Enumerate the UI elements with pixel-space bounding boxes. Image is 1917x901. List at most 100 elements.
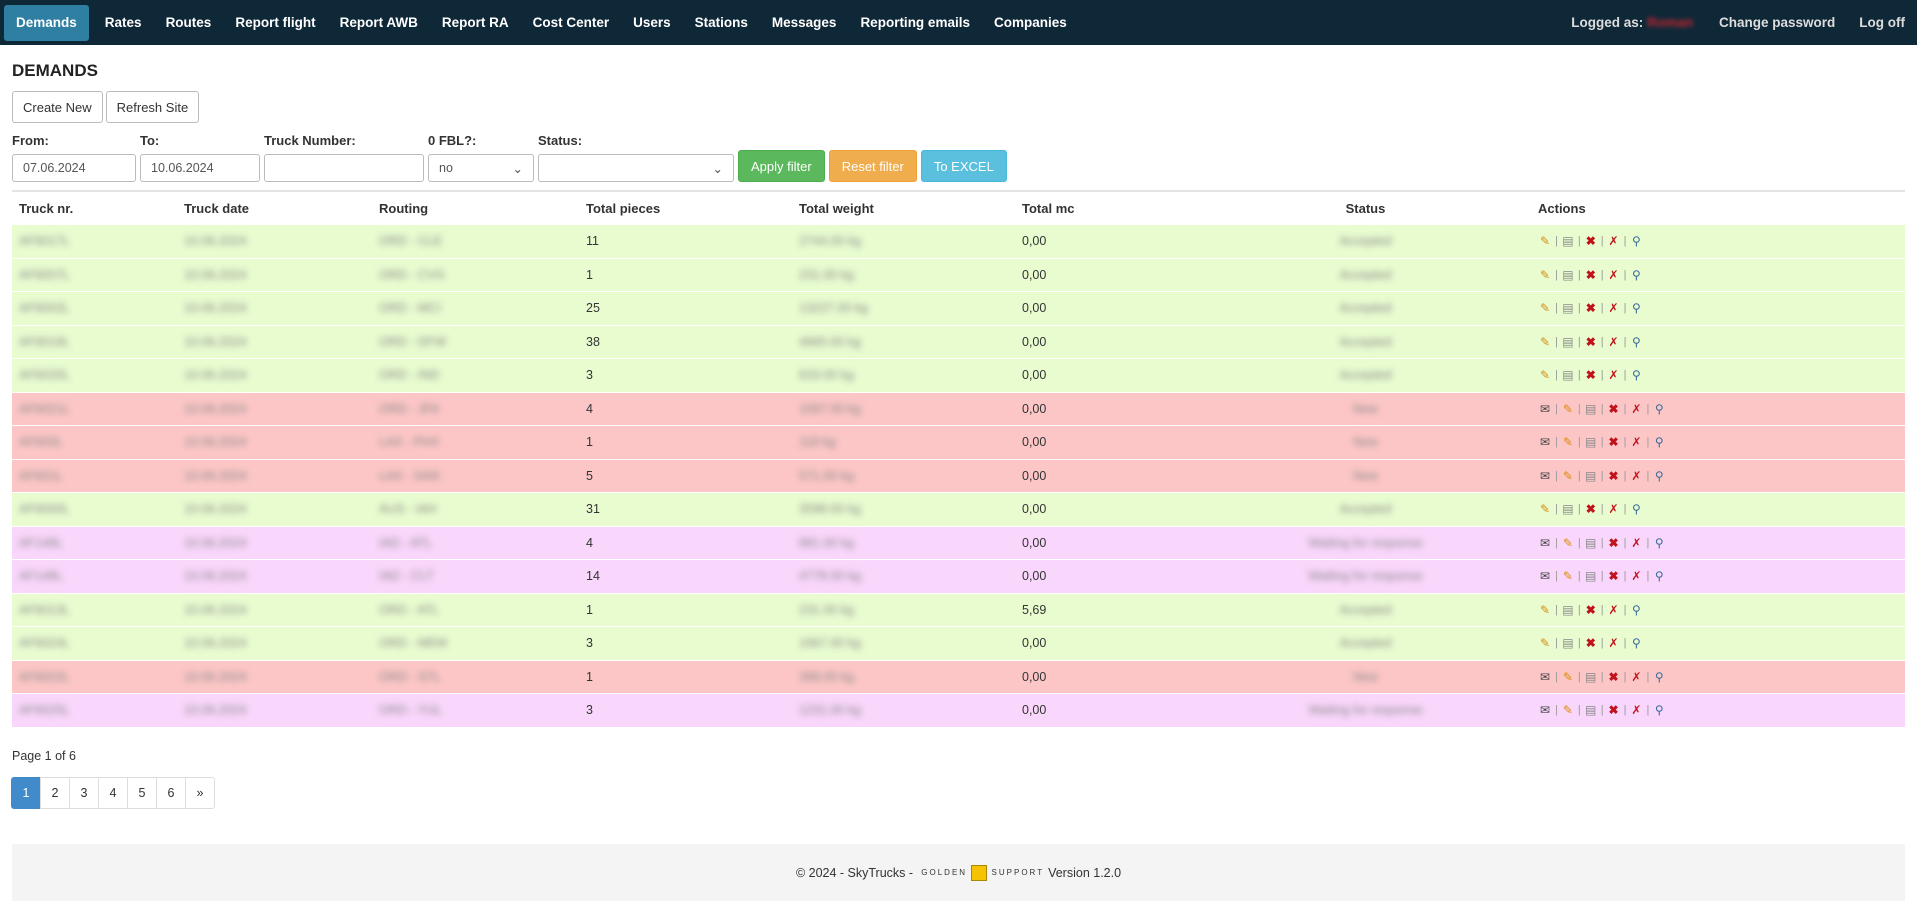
from-date-input[interactable]: 07.06.2024	[12, 154, 136, 182]
edit-pencil-icon[interactable]: ✎	[1562, 569, 1573, 584]
create-new-button[interactable]: Create New	[12, 91, 103, 123]
cancel-truck-icon[interactable]: ✗	[1631, 703, 1642, 718]
search-details-icon[interactable]: ⚲	[1632, 368, 1641, 383]
nav-item-companies[interactable]: Companies	[993, 15, 1067, 30]
cancel-truck-icon[interactable]: ✗	[1608, 234, 1619, 249]
search-details-icon[interactable]: ⚲	[1654, 535, 1664, 550]
clipboard-icon[interactable]: ▤	[1562, 334, 1574, 349]
clipboard-icon[interactable]: ▤	[1585, 468, 1597, 483]
cancel-truck-icon[interactable]: ✗	[1608, 502, 1619, 517]
delete-x-icon[interactable]: ✖	[1608, 401, 1619, 416]
to-excel-button[interactable]: To EXCEL	[920, 150, 1007, 182]
search-details-icon[interactable]: ⚲	[1654, 569, 1664, 584]
edit-pencil-icon[interactable]: ✎	[1562, 435, 1573, 450]
search-details-icon[interactable]: ⚲	[1632, 334, 1641, 349]
edit-pencil-icon[interactable]: ✎	[1539, 636, 1551, 651]
status-select[interactable]: ⌄	[538, 154, 734, 182]
clipboard-icon[interactable]: ▤	[1562, 502, 1574, 517]
nav-item-report-awb[interactable]: Report AWB	[339, 15, 418, 30]
refresh-site-button[interactable]: Refresh Site	[105, 91, 200, 123]
clipboard-icon[interactable]: ▤	[1562, 234, 1574, 249]
cancel-truck-icon[interactable]: ✗	[1608, 602, 1619, 617]
page-link[interactable]: 4	[98, 776, 128, 809]
delete-x-icon[interactable]: ✖	[1608, 703, 1619, 718]
reset-filter-button[interactable]: Reset filter	[828, 150, 917, 182]
delete-x-icon[interactable]: ✖	[1585, 602, 1596, 617]
cancel-truck-icon[interactable]: ✗	[1631, 435, 1642, 450]
page-link[interactable]: 1	[11, 776, 41, 809]
search-details-icon[interactable]: ⚲	[1632, 267, 1641, 282]
delete-x-icon[interactable]: ✖	[1608, 435, 1619, 450]
delete-x-icon[interactable]: ✖	[1608, 535, 1619, 550]
delete-x-icon[interactable]: ✖	[1608, 669, 1619, 684]
cancel-truck-icon[interactable]: ✗	[1631, 569, 1642, 584]
delete-x-icon[interactable]: ✖	[1585, 368, 1596, 383]
delete-x-icon[interactable]: ✖	[1608, 468, 1619, 483]
delete-x-icon[interactable]: ✖	[1608, 569, 1619, 584]
search-details-icon[interactable]: ⚲	[1632, 636, 1641, 651]
edit-pencil-icon[interactable]: ✎	[1539, 502, 1551, 517]
delete-x-icon[interactable]: ✖	[1585, 301, 1596, 316]
clipboard-icon[interactable]: ▤	[1562, 267, 1574, 282]
change-password-link[interactable]: Change password	[1718, 15, 1836, 30]
clipboard-icon[interactable]: ▤	[1585, 435, 1597, 450]
send-mail-icon[interactable]: ✉	[1539, 535, 1551, 550]
search-details-icon[interactable]: ⚲	[1632, 602, 1641, 617]
cancel-truck-icon[interactable]: ✗	[1608, 301, 1619, 316]
search-details-icon[interactable]: ⚲	[1654, 669, 1664, 684]
search-details-icon[interactable]: ⚲	[1654, 703, 1664, 718]
clipboard-icon[interactable]: ▤	[1562, 636, 1574, 651]
edit-pencil-icon[interactable]: ✎	[1562, 535, 1573, 550]
clipboard-icon[interactable]: ▤	[1585, 669, 1597, 684]
delete-x-icon[interactable]: ✖	[1585, 267, 1596, 282]
nav-item-report-ra[interactable]: Report RA	[441, 15, 509, 30]
edit-pencil-icon[interactable]: ✎	[1539, 234, 1551, 249]
edit-pencil-icon[interactable]: ✎	[1539, 368, 1551, 383]
cancel-truck-icon[interactable]: ✗	[1608, 334, 1619, 349]
nav-item-stations[interactable]: Stations	[694, 15, 748, 30]
edit-pencil-icon[interactable]: ✎	[1539, 267, 1551, 282]
nav-item-messages[interactable]: Messages	[771, 15, 837, 30]
truck-number-input[interactable]	[264, 154, 424, 182]
edit-pencil-icon[interactable]: ✎	[1539, 602, 1551, 617]
search-details-icon[interactable]: ⚲	[1632, 301, 1641, 316]
clipboard-icon[interactable]: ▤	[1585, 703, 1597, 718]
clipboard-icon[interactable]: ▤	[1562, 602, 1574, 617]
clipboard-icon[interactable]: ▤	[1562, 368, 1574, 383]
nav-item-users[interactable]: Users	[633, 15, 671, 30]
cancel-truck-icon[interactable]: ✗	[1608, 368, 1619, 383]
cancel-truck-icon[interactable]: ✗	[1608, 636, 1619, 651]
edit-pencil-icon[interactable]: ✎	[1562, 468, 1573, 483]
cancel-truck-icon[interactable]: ✗	[1631, 401, 1642, 416]
nav-item-reporting-emails[interactable]: Reporting emails	[860, 15, 970, 30]
clipboard-icon[interactable]: ▤	[1585, 569, 1597, 584]
delete-x-icon[interactable]: ✖	[1585, 636, 1596, 651]
log-off-link[interactable]: Log off	[1859, 15, 1905, 30]
cancel-truck-icon[interactable]: ✗	[1631, 468, 1642, 483]
nav-item-demands[interactable]: Demands	[4, 4, 89, 41]
search-details-icon[interactable]: ⚲	[1632, 234, 1641, 249]
search-details-icon[interactable]: ⚲	[1654, 468, 1664, 483]
delete-x-icon[interactable]: ✖	[1585, 502, 1596, 517]
nav-item-rates[interactable]: Rates	[104, 15, 142, 30]
edit-pencil-icon[interactable]: ✎	[1562, 401, 1573, 416]
cancel-truck-icon[interactable]: ✗	[1631, 669, 1642, 684]
edit-pencil-icon[interactable]: ✎	[1562, 669, 1573, 684]
apply-filter-button[interactable]: Apply filter	[738, 150, 825, 182]
delete-x-icon[interactable]: ✖	[1585, 334, 1596, 349]
clipboard-icon[interactable]: ▤	[1562, 301, 1574, 316]
page-link[interactable]: 3	[69, 776, 99, 809]
nav-item-report-flight[interactable]: Report flight	[235, 15, 316, 30]
send-mail-icon[interactable]: ✉	[1539, 468, 1551, 483]
send-mail-icon[interactable]: ✉	[1539, 703, 1551, 718]
edit-pencil-icon[interactable]: ✎	[1562, 703, 1573, 718]
send-mail-icon[interactable]: ✉	[1539, 435, 1551, 450]
send-mail-icon[interactable]: ✉	[1539, 569, 1551, 584]
edit-pencil-icon[interactable]: ✎	[1539, 301, 1551, 316]
to-date-input[interactable]: 10.06.2024	[140, 154, 260, 182]
cancel-truck-icon[interactable]: ✗	[1608, 267, 1619, 282]
search-details-icon[interactable]: ⚲	[1632, 502, 1641, 517]
nav-item-cost-center[interactable]: Cost Center	[532, 15, 610, 30]
clipboard-icon[interactable]: ▤	[1585, 535, 1597, 550]
page-link[interactable]: »	[185, 776, 215, 809]
